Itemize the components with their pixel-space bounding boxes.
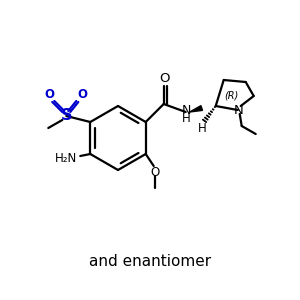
Text: O: O xyxy=(160,73,170,85)
Text: O: O xyxy=(150,166,159,178)
Polygon shape xyxy=(190,106,202,112)
Text: N: N xyxy=(182,104,191,118)
Text: O: O xyxy=(44,88,54,101)
Text: and enantiomer: and enantiomer xyxy=(89,254,211,269)
Text: H₂N: H₂N xyxy=(55,152,77,164)
Text: H: H xyxy=(198,122,207,136)
Text: O: O xyxy=(77,88,87,101)
Text: S: S xyxy=(61,109,72,124)
Text: (R): (R) xyxy=(225,91,239,101)
Text: H: H xyxy=(182,112,191,124)
Text: N: N xyxy=(234,103,244,116)
